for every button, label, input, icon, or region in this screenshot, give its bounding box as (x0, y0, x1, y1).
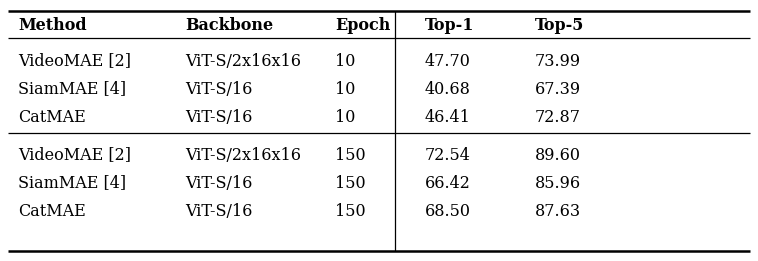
Text: 10: 10 (335, 80, 356, 98)
Text: 66.42: 66.42 (425, 175, 471, 192)
Text: Top-1: Top-1 (425, 16, 475, 33)
Text: Epoch: Epoch (335, 16, 390, 33)
Text: Backbone: Backbone (185, 16, 273, 33)
Text: 72.87: 72.87 (535, 109, 581, 126)
Text: ViT-S/2x16x16: ViT-S/2x16x16 (185, 52, 301, 69)
Text: ViT-S/16: ViT-S/16 (185, 175, 252, 192)
Text: 89.60: 89.60 (535, 146, 581, 163)
Text: 46.41: 46.41 (425, 109, 471, 126)
Text: SiamMAE [4]: SiamMAE [4] (18, 175, 126, 192)
Text: 10: 10 (335, 109, 356, 126)
Text: ViT-S/2x16x16: ViT-S/2x16x16 (185, 146, 301, 163)
Text: Top-5: Top-5 (535, 16, 584, 33)
Text: 47.70: 47.70 (425, 52, 471, 69)
Text: 68.50: 68.50 (425, 203, 471, 220)
Text: 87.63: 87.63 (535, 203, 581, 220)
Text: 40.68: 40.68 (425, 80, 471, 98)
Text: Method: Method (18, 16, 86, 33)
Text: ViT-S/16: ViT-S/16 (185, 109, 252, 126)
Text: SiamMAE [4]: SiamMAE [4] (18, 80, 126, 98)
Text: 85.96: 85.96 (535, 175, 581, 192)
Text: 150: 150 (335, 175, 365, 192)
Text: CatMAE: CatMAE (18, 203, 86, 220)
Text: ViT-S/16: ViT-S/16 (185, 80, 252, 98)
Text: 73.99: 73.99 (535, 52, 581, 69)
Text: CatMAE: CatMAE (18, 109, 86, 126)
Text: ViT-S/16: ViT-S/16 (185, 203, 252, 220)
Text: VideoMAE [2]: VideoMAE [2] (18, 146, 131, 163)
Text: 150: 150 (335, 146, 365, 163)
Text: 150: 150 (335, 203, 365, 220)
Text: 72.54: 72.54 (425, 146, 471, 163)
Text: 10: 10 (335, 52, 356, 69)
Text: 67.39: 67.39 (535, 80, 581, 98)
Text: VideoMAE [2]: VideoMAE [2] (18, 52, 131, 69)
